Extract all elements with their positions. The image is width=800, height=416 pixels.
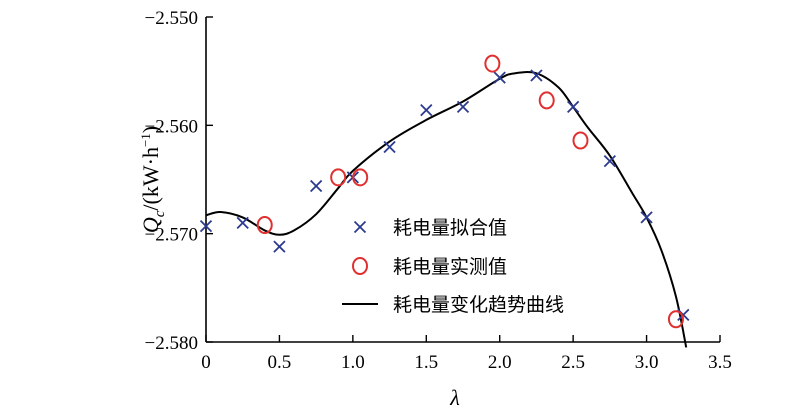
x-tick-label: 0 bbox=[201, 352, 211, 373]
x-tick-label: 1.0 bbox=[341, 352, 365, 373]
fitted-point bbox=[603, 154, 616, 168]
x-tick-label: 2.5 bbox=[561, 352, 585, 373]
plot-area bbox=[199, 54, 690, 348]
fitted-point bbox=[420, 104, 433, 117]
x-axis-title: λ bbox=[449, 385, 460, 410]
fitted-point bbox=[383, 140, 396, 154]
y-axis-title-sub: c bbox=[152, 210, 168, 217]
fitted-point bbox=[310, 179, 323, 193]
x-tick-label: 1.5 bbox=[414, 352, 438, 373]
fitted-point bbox=[640, 211, 653, 224]
legend-marker-measured bbox=[352, 257, 368, 275]
measured-point bbox=[538, 91, 555, 110]
fitted-point bbox=[530, 69, 543, 82]
axes bbox=[205, 17, 720, 343]
x-tick-label: 3.5 bbox=[708, 352, 732, 373]
fitted-point bbox=[456, 100, 470, 114]
ticks: −2.580 −2.570 −2.560 −2.550 0 0.5 1.0 1.5 2.0 2.5… bbox=[145, 8, 732, 373]
legend-label: 耗电量拟合值 bbox=[393, 217, 507, 239]
fitted-point bbox=[567, 100, 580, 114]
fitted-point bbox=[273, 240, 286, 253]
measured-point bbox=[256, 216, 273, 234]
y-tick-label: −2.560 bbox=[145, 116, 198, 137]
x-tick-label: 0.5 bbox=[268, 352, 292, 373]
x-tick-label: 2.0 bbox=[488, 352, 512, 373]
y-axis-title: Qc/(kW·h−1) bbox=[138, 126, 168, 233]
fitted-point bbox=[236, 216, 249, 229]
measured-point bbox=[352, 168, 369, 187]
fitted-point bbox=[493, 71, 506, 84]
y-axis-title-unit: /(kW·h bbox=[138, 147, 163, 211]
y-tick-label: −2.550 bbox=[145, 8, 198, 29]
legend-label: 耗电量变化趋势曲线 bbox=[393, 294, 564, 316]
legend-marker-fitted bbox=[353, 220, 367, 234]
y-axis-title-sup: −1 bbox=[138, 133, 153, 147]
y-axis-title-close: ) bbox=[138, 126, 163, 133]
y-axis-title-var: Q bbox=[138, 217, 163, 233]
fitted-point bbox=[199, 219, 213, 233]
y-tick-label: −2.580 bbox=[145, 333, 198, 354]
trend-curve bbox=[205, 71, 688, 348]
measured-point bbox=[667, 310, 684, 329]
y-tick-label: −2.570 bbox=[145, 225, 198, 246]
legend-label: 耗电量实测值 bbox=[393, 256, 507, 278]
x-tick-label: 3.0 bbox=[635, 352, 659, 373]
measured-point bbox=[572, 131, 589, 150]
measured-point bbox=[330, 168, 347, 187]
measured-point bbox=[484, 54, 501, 73]
